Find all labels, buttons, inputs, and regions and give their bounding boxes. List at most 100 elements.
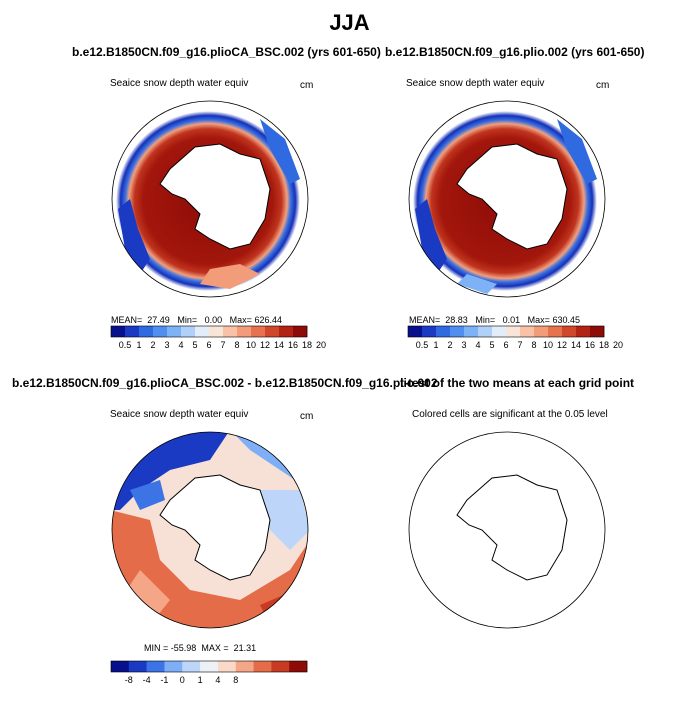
- colorbar-cell: [492, 326, 507, 337]
- panel-3-title: b.e12.B1850CN.f09_g16.plioCA_BSC.002 - b…: [12, 376, 438, 390]
- colorbar-tick-label: 8: [531, 340, 536, 350]
- panel-3-stats: MIN = -55.98 MAX = 21.31: [144, 643, 256, 653]
- panel-1-subtitle: Seaice snow depth water equiv: [110, 78, 249, 89]
- colorbar-tick-label: 3: [461, 340, 466, 350]
- colorbar-tick-label: 7: [517, 340, 522, 350]
- min-label: Min=: [475, 315, 496, 325]
- colorbar-tick-label: 0.5: [119, 340, 132, 350]
- colorbar-tick-label: -8: [125, 675, 133, 685]
- colorbar-tick-label: 6: [206, 340, 211, 350]
- colorbar-tick-label: 12: [260, 340, 270, 350]
- mean-label: MEAN=: [111, 315, 143, 325]
- colorbar-tick-label: 18: [599, 340, 609, 350]
- colorbar-cell: [181, 326, 196, 337]
- colorbar-tick-label: 14: [571, 340, 581, 350]
- colorbar-tick-label: 6: [503, 340, 508, 350]
- colorbar-cell: [562, 326, 577, 337]
- colorbar-cell: [265, 326, 280, 337]
- panel-1-stats: MEAN= 27.49 Min= 0.00 Max= 626.44: [111, 315, 282, 325]
- panel-1-title: b.e12.B1850CN.f09_g16.plioCA_BSC.002 (yr…: [72, 45, 381, 59]
- colorbar-cell: [279, 326, 294, 337]
- panel-3-units: cm: [300, 411, 314, 422]
- colorbar-cell: [576, 326, 591, 337]
- colorbar-cell: [237, 326, 252, 337]
- colorbar-tick-label: 4: [475, 340, 480, 350]
- colorbar-frame: [110, 660, 308, 673]
- colorbar-cell: [167, 326, 182, 337]
- colorbar-tick-label: 0: [180, 675, 185, 685]
- colorbar-cell: [478, 326, 493, 337]
- colorbar-tick-label: -4: [143, 675, 151, 685]
- panel-4-subtitle: Colored cells are significant at the 0.0…: [412, 409, 608, 420]
- colorbar-tick-label: 0.5: [416, 340, 429, 350]
- max-label: MAX =: [201, 643, 229, 653]
- mean-value: 27.49: [147, 315, 170, 325]
- colorbar-tick-label: 1: [198, 675, 203, 685]
- panel-2-units: cm: [596, 80, 610, 91]
- colorbar-cell: [506, 326, 521, 337]
- panel-2-subtitle: Seaice snow depth water equiv: [406, 78, 545, 89]
- colorbar-tick-label: 4: [215, 675, 220, 685]
- colorbar-tick-label: 16: [585, 340, 595, 350]
- colorbar-cell: [200, 661, 219, 672]
- antarctica-coastline: [159, 474, 271, 581]
- colorbar-cell: [139, 326, 154, 337]
- colorbar-cell: [253, 661, 272, 672]
- colorbar-cell: [289, 661, 308, 672]
- main-title: JJA: [329, 10, 370, 35]
- colorbar-cell: [153, 326, 168, 337]
- colorbar-cell: [235, 661, 254, 672]
- colorbar-cell: [464, 326, 479, 337]
- max-label: Max=: [229, 315, 252, 325]
- colorbar-cell: [111, 326, 126, 337]
- colorbar-cell: [223, 326, 238, 337]
- colorbar-cell: [182, 661, 201, 672]
- colorbar-cell: [125, 326, 140, 337]
- colorbar-cell: [422, 326, 437, 337]
- antarctica-coastline: [456, 143, 568, 250]
- max-value: 21.31: [233, 643, 257, 653]
- colorbar-tick-label: 1: [433, 340, 438, 350]
- colorbar-tick-label: 12: [557, 340, 567, 350]
- colorbar-tick-label: 8: [233, 675, 238, 685]
- colorbar-cell: [146, 661, 165, 672]
- colorbar-cell: [450, 326, 465, 337]
- colorbar-tick-label: 14: [274, 340, 284, 350]
- colorbar-cell: [271, 661, 290, 672]
- colorbar-frame: [407, 325, 605, 338]
- colorbar-cell: [520, 326, 535, 337]
- colorbar-cell: [251, 326, 266, 337]
- colorbar-tick-label: 8: [234, 340, 239, 350]
- antarctica-coastline: [456, 474, 568, 581]
- colorbar-tick-label: 10: [543, 340, 553, 350]
- colorbar-panel-3: -8 -4 -1 0 1 4 8: [110, 660, 308, 685]
- colorbar-cell: [408, 326, 423, 337]
- colorbar-frame: [110, 325, 308, 338]
- panel-4-title: t-test of the two means at each grid poi…: [400, 376, 635, 390]
- colorbar-cell: [534, 326, 549, 337]
- min-value: 0.00: [204, 315, 223, 325]
- panel-2-stats: MEAN= 28.83 Min= 0.01 Max= 630.45: [409, 315, 580, 325]
- map-panel-3: [111, 431, 309, 629]
- colorbar-panel-2: 0.5 1 2 3 4 5 6 7 8 10 12 14 16 18 20: [407, 325, 623, 350]
- panel-2-title: b.e12.B1850CN.f09_g16.plio.002 (yrs 601-…: [385, 45, 645, 59]
- colorbar-cell: [195, 326, 210, 337]
- mean-value: 28.83: [445, 315, 468, 325]
- colorbar-tick-label: 4: [178, 340, 183, 350]
- colorbar-tick-label: 7: [220, 340, 225, 350]
- colorbar-tick-label: -1: [160, 675, 168, 685]
- panel-1-units: cm: [300, 80, 314, 91]
- colorbar-cell: [590, 326, 605, 337]
- map-panel-2: [408, 100, 606, 298]
- colorbar-cell: [293, 326, 308, 337]
- colorbar-tick-label: 1: [136, 340, 141, 350]
- colorbar-cell: [548, 326, 563, 337]
- min-value: 0.01: [502, 315, 521, 325]
- antarctica-coastline: [159, 143, 271, 250]
- map-panel-1: [111, 100, 309, 298]
- colorbar-cell: [436, 326, 451, 337]
- colorbar-cell: [111, 661, 130, 672]
- colorbar-tick-label: 20: [613, 340, 623, 350]
- colorbar-tick-label: 18: [302, 340, 312, 350]
- max-value: 630.45: [552, 315, 580, 325]
